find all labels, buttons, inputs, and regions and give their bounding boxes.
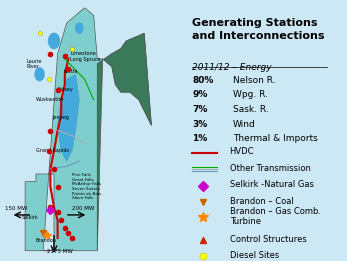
Text: 9%: 9% <box>192 90 208 99</box>
Text: 200 MW: 200 MW <box>72 206 94 211</box>
Text: Brandon – Gas Comb.
Turbine: Brandon – Gas Comb. Turbine <box>230 207 321 226</box>
Text: Kettle: Kettle <box>63 69 77 74</box>
Text: Grand Rapids: Grand Rapids <box>36 149 69 153</box>
Circle shape <box>35 68 44 81</box>
Text: Brandon: Brandon <box>36 238 57 243</box>
Text: Nelson R.: Nelson R. <box>233 76 275 85</box>
Text: Thermal & Imports: Thermal & Imports <box>233 134 318 143</box>
Text: Sask. R.: Sask. R. <box>233 105 269 114</box>
Text: Generating Stations
and Interconnections: Generating Stations and Interconnections <box>192 18 324 41</box>
Text: 2011/12 – Energy: 2011/12 – Energy <box>192 63 272 72</box>
Text: Wind: Wind <box>233 120 256 128</box>
Text: Selkirk -Natural Gas: Selkirk -Natural Gas <box>230 180 313 189</box>
Text: Limestone
Long Spruce: Limestone Long Spruce <box>70 51 101 62</box>
Text: 2175 MW: 2175 MW <box>47 249 73 254</box>
Text: Control Structures: Control Structures <box>230 235 306 244</box>
Polygon shape <box>58 74 79 161</box>
Text: Laurie
River: Laurie River <box>27 59 42 69</box>
Text: Kelsey: Kelsey <box>58 87 73 92</box>
Text: Jenpeg: Jenpeg <box>52 115 69 120</box>
Text: 1%: 1% <box>192 134 207 143</box>
Polygon shape <box>97 33 151 251</box>
Circle shape <box>76 23 83 33</box>
Text: Other Transmission: Other Transmission <box>230 164 311 173</box>
Text: 80%: 80% <box>192 76 213 85</box>
Text: Pine Falls
Great Falls
McArthur Falls
Seven Sisters
Pointe du Bois
Slave Falls: Pine Falls Great Falls McArthur Falls Se… <box>72 173 101 200</box>
Text: 3%: 3% <box>192 120 207 128</box>
Polygon shape <box>25 8 151 251</box>
Text: Brandon – Coal: Brandon – Coal <box>230 197 293 206</box>
Circle shape <box>49 33 59 49</box>
Text: Wuskwatim: Wuskwatim <box>36 97 65 102</box>
Text: HVDC: HVDC <box>230 147 254 156</box>
Text: 150 MW: 150 MW <box>5 206 28 211</box>
Text: Diesel Sites: Diesel Sites <box>230 251 279 260</box>
Text: 7%: 7% <box>192 105 208 114</box>
Text: Wpg. R.: Wpg. R. <box>233 90 268 99</box>
Text: Selkirk: Selkirk <box>22 215 38 220</box>
